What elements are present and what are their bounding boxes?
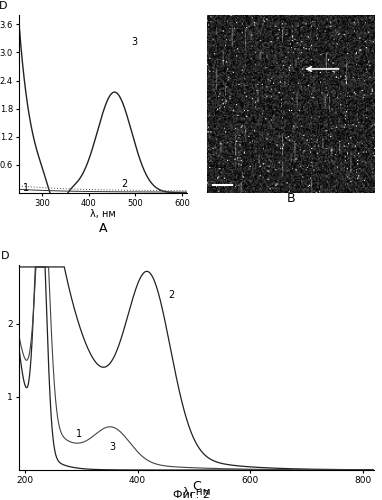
- Text: D: D: [1, 252, 10, 262]
- Text: 3: 3: [131, 38, 137, 48]
- X-axis label: λ, нм: λ, нм: [90, 210, 116, 220]
- Text: B: B: [286, 192, 295, 204]
- Text: 2: 2: [121, 179, 128, 189]
- Text: A: A: [99, 222, 107, 235]
- Text: 3: 3: [109, 442, 115, 452]
- Text: D: D: [0, 2, 8, 12]
- X-axis label: λ, нм: λ, нм: [183, 486, 210, 496]
- Text: C: C: [193, 480, 201, 494]
- Text: 1: 1: [23, 183, 29, 193]
- Text: 1: 1: [76, 429, 82, 439]
- Text: Фиг. 2: Фиг. 2: [173, 490, 209, 500]
- Text: 2: 2: [168, 290, 175, 300]
